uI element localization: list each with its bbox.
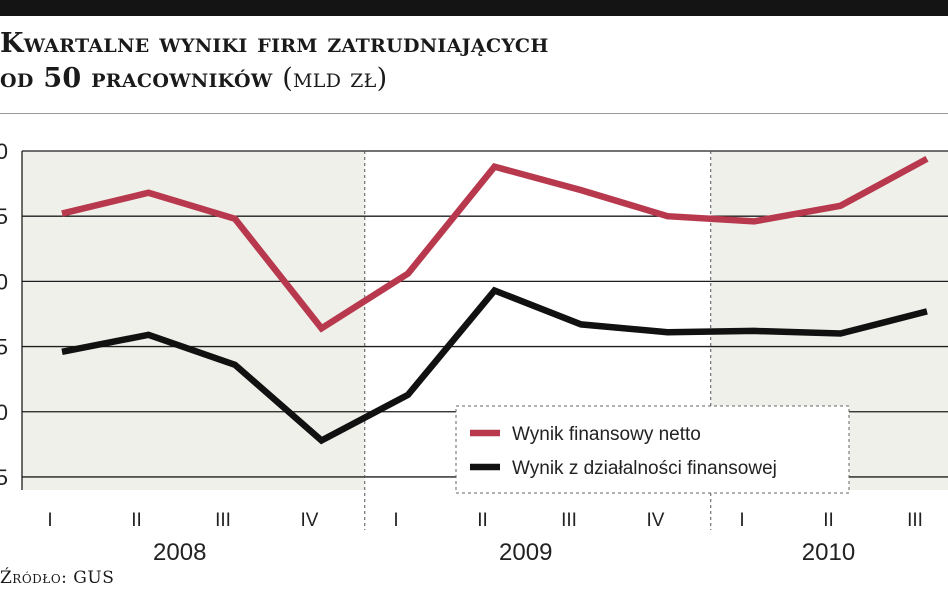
title-rule (0, 113, 948, 114)
legend-label: Wynik z działalności finansowej (512, 458, 777, 479)
y-tick-label: 15 (0, 335, 8, 360)
chart-title: Kwartalne wyniki firm zatrudniających od… (0, 26, 948, 96)
year-labels: 2008 2009 2010 (153, 539, 855, 563)
y-tick-label: 25 (0, 204, 8, 229)
y-tick-labels: 30 25 20 15 10 5 (0, 139, 8, 490)
year-label-2009: 2009 (499, 539, 552, 563)
source-note: Źródło: GUS (0, 568, 115, 588)
series-lines (61, 155, 929, 445)
y-tick-label: 30 (0, 139, 8, 164)
x-tick-label: III (215, 510, 231, 531)
x-tick-label: I (393, 510, 398, 531)
legend-box (455, 405, 850, 494)
title-line-2-text: od 50 pracowników (0, 63, 273, 94)
x-tick-labels: I II III IV I II III IV I II III (47, 510, 923, 531)
title-line-1: Kwartalne wyniki firm zatrudniających (0, 28, 549, 59)
x-tick-label: I (47, 510, 52, 531)
x-tick-label: III (561, 510, 577, 531)
series-line-financial (61, 286, 928, 445)
year-label-2008: 2008 (153, 539, 206, 563)
x-tick-label: II (477, 510, 488, 531)
y-tick-label: 20 (0, 269, 8, 294)
legend: Wynik finansowy netto Wynik z działalnośc… (455, 405, 850, 494)
legend-label: Wynik finansowy netto (512, 424, 701, 445)
top-bar (0, 0, 948, 16)
year-label-2010: 2010 (802, 539, 855, 563)
y-tick-label: 10 (0, 400, 8, 425)
title-unit: (mld zł) (282, 63, 388, 94)
x-tick-label: II (823, 510, 834, 531)
y-tick-label: 5 (0, 465, 8, 490)
x-tick-label: IV (301, 510, 319, 531)
x-tick-label: IV (647, 510, 665, 531)
x-tick-label: I (739, 510, 744, 531)
series-line-net (61, 155, 929, 333)
x-tick-label: III (907, 510, 923, 531)
x-tick-label: II (131, 510, 142, 531)
title-line-2: od 50 pracowników (mld zł) (0, 61, 948, 96)
